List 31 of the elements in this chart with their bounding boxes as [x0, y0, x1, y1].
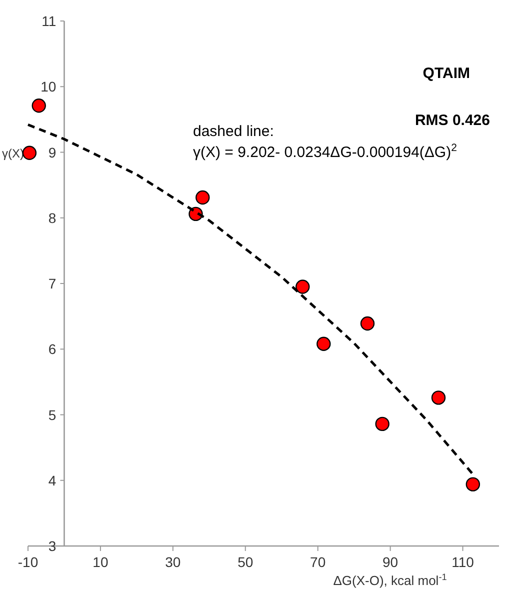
y-tick-label: 6: [48, 341, 56, 358]
point: [360, 316, 375, 331]
x-tick-label: 10: [92, 554, 108, 570]
x-tick-label: -10: [18, 554, 38, 570]
x-tick-label: 110: [452, 554, 474, 570]
x-tick-label: 50: [238, 554, 254, 570]
y-tick-label: 7: [48, 276, 56, 292]
point: [196, 190, 210, 205]
annotation: RMS 0.426: [414, 112, 490, 129]
y-tick-label: 9: [48, 144, 56, 160]
point: [296, 280, 310, 294]
annotation: dashed line:: [193, 123, 274, 140]
x-tick-label: 70: [310, 554, 326, 570]
y-tick-label: 3: [48, 538, 56, 554]
y-tick-label: 5: [48, 406, 56, 423]
point: [375, 416, 390, 432]
y-tick-label: 4: [48, 472, 56, 488]
point: [22, 146, 37, 160]
annotation: QTAIM: [422, 65, 470, 82]
x-axis-title: ΔG(X-O), kcal mol$^{-1}$: [333, 572, 447, 588]
x-tick-label: 30: [165, 554, 181, 570]
point: [466, 477, 480, 492]
y-tick-label: 11: [42, 13, 56, 29]
point: [316, 336, 331, 351]
point: [32, 98, 46, 113]
y-tick-label: 8: [48, 210, 56, 226]
point: [431, 390, 446, 405]
x-tick-label: 90: [382, 554, 398, 570]
annotation: γ(X) = 9.202- 0.0234ΔG-0.000194(ΔG)$^{2}$: [193, 142, 458, 161]
y-tick-label: 10: [40, 78, 56, 95]
y-axis-title: γ(X): [2, 146, 24, 160]
